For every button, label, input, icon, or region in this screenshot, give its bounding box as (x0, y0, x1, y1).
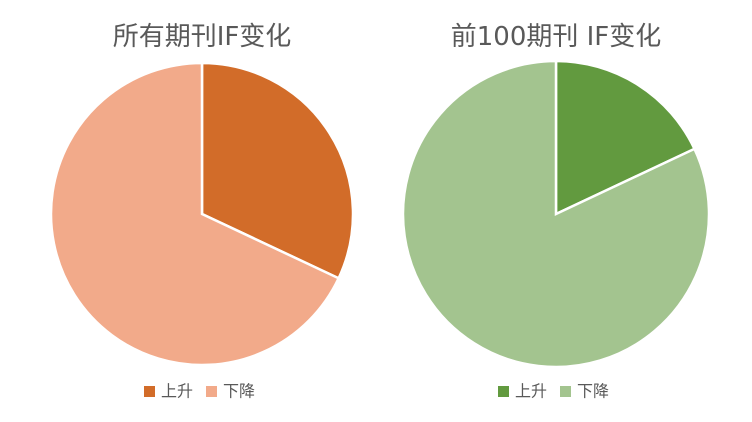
legend-label: 下降 (223, 382, 255, 401)
legend-swatch (206, 386, 217, 397)
legend-label: 下降 (577, 382, 609, 401)
legend-swatch (144, 386, 155, 397)
legend-swatch (560, 386, 571, 397)
legend-swatch (498, 386, 509, 397)
pie-slice (554, 59, 697, 216)
pie-slice (401, 59, 711, 369)
pie-slice (49, 61, 341, 367)
pie-slice (200, 61, 355, 280)
legend-label: 上升 (515, 382, 547, 401)
chart-title: 所有期刊IF变化 (113, 22, 292, 52)
chart-title: 前100期刊 IF变化 (451, 22, 662, 52)
legend-label: 上升 (161, 382, 193, 401)
